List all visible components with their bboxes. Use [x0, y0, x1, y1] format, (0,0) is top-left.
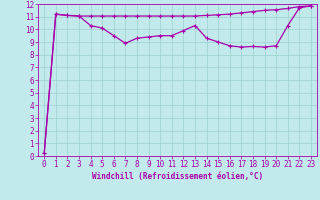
X-axis label: Windchill (Refroidissement éolien,°C): Windchill (Refroidissement éolien,°C) [92, 172, 263, 181]
